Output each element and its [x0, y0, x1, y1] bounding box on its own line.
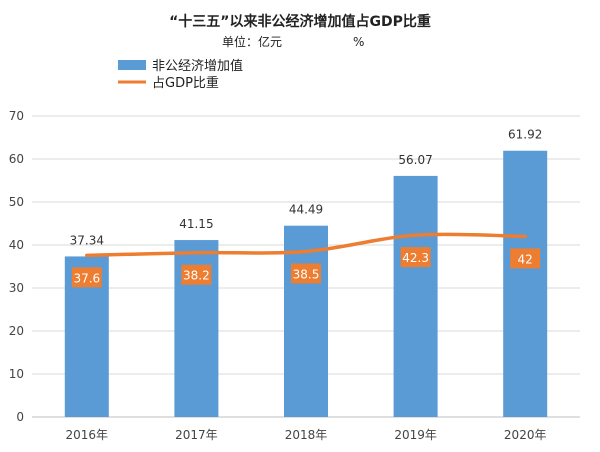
legend-bar-label: 非公经济增加值 — [152, 58, 243, 74]
y-tick-label: 50 — [9, 195, 24, 209]
bar — [284, 225, 328, 417]
line-point-label: 37.6 — [73, 271, 100, 285]
bar — [503, 150, 548, 417]
line-path — [85, 232, 527, 258]
y-tick-label: 20 — [9, 324, 24, 338]
line-point-label: 42 — [518, 252, 533, 266]
y-axis-ticks: 0 10 20 30 40 50 60 70 — [9, 109, 24, 424]
x-tick-label: 2018年 — [285, 428, 328, 442]
y-tick-label: 0 — [16, 410, 24, 424]
percent-unit-label: % — [353, 35, 364, 49]
chart-title: “十三五”以来非公经济增加值占GDP比重 — [169, 13, 431, 30]
y-tick-label: 70 — [9, 109, 24, 123]
bar-value-label: 37.34 — [70, 233, 104, 247]
x-tick-label: 2019年 — [394, 428, 437, 442]
line-point-label-box — [71, 267, 102, 288]
legend-line-label: 占GDP比重 — [152, 75, 219, 91]
bar-value-label: 61.92 — [508, 128, 542, 142]
y-tick-label: 40 — [9, 238, 24, 252]
line-point-label-box — [400, 247, 431, 268]
legend: 非公经济增加值 占GDP比重 — [118, 58, 243, 91]
bar — [393, 175, 438, 417]
y-tick-label: 30 — [9, 281, 24, 295]
bar-value-label: 41.15 — [179, 217, 213, 231]
x-tick-label: 2017年 — [175, 428, 218, 442]
line-point-label: 42.3 — [402, 251, 429, 265]
bar-value-label: 44.49 — [289, 203, 323, 217]
line-point-label: 38.2 — [183, 269, 210, 283]
x-axis-ticks: 2016年 2017年 2018年 2019年 2020年 — [66, 428, 547, 442]
legend-bar-swatch — [118, 60, 146, 70]
line-point-label-box — [510, 248, 541, 269]
unit-label: 单位：亿元 — [222, 34, 282, 49]
line-series: 37.6 38.2 38.5 42.3 42 — [71, 232, 541, 288]
x-tick-label: 2016年 — [66, 428, 109, 442]
y-tick-label: 60 — [9, 152, 24, 166]
y-tick-label: 10 — [9, 367, 24, 381]
x-tick-label: 2020年 — [504, 428, 547, 442]
line-point-label-box — [291, 263, 321, 284]
line-point-label-box — [181, 264, 212, 285]
bar-value-label: 56.07 — [398, 153, 432, 167]
line-point-label: 38.5 — [293, 267, 320, 281]
